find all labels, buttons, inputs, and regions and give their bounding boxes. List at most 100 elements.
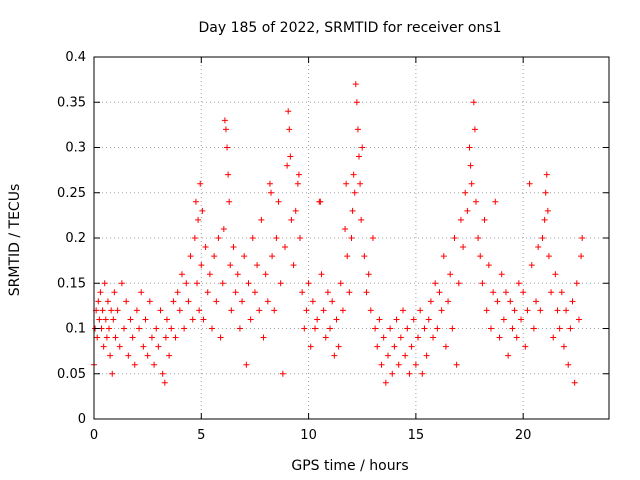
data-point [545, 253, 552, 260]
data-point [275, 198, 282, 205]
data-point [415, 334, 422, 341]
data-point [511, 307, 518, 314]
data-point [118, 280, 125, 287]
data-point [344, 253, 351, 260]
data-point [548, 289, 555, 296]
data-point [155, 343, 162, 350]
data-point [228, 307, 235, 314]
data-point [348, 235, 355, 241]
data-point [380, 334, 387, 341]
data-point [273, 235, 280, 241]
data-point [285, 108, 292, 115]
data-point [194, 280, 200, 287]
data-point [442, 343, 449, 350]
data-point [541, 216, 548, 223]
data-point [127, 316, 134, 323]
data-point [369, 235, 376, 241]
data-point [314, 316, 321, 323]
data-point [102, 316, 109, 323]
grid-lines [94, 57, 609, 419]
data-point [318, 271, 325, 278]
data-point [136, 325, 143, 332]
data-point [354, 126, 361, 133]
data-point [387, 325, 394, 332]
y-tick-label: 0.25 [57, 186, 86, 201]
data-point [251, 289, 258, 296]
data-point [471, 126, 478, 133]
data-point [307, 343, 314, 350]
data-point [297, 235, 303, 241]
data-point [320, 307, 327, 314]
data-point [571, 379, 578, 386]
data-point [417, 307, 424, 314]
data-point [213, 298, 220, 305]
data-point [133, 307, 140, 314]
data-point [131, 361, 138, 368]
data-point [301, 325, 308, 332]
data-point [331, 352, 338, 359]
data-point [220, 225, 227, 232]
x-tick-label: 0 [90, 428, 98, 443]
data-point [567, 325, 574, 332]
data-point [309, 298, 316, 305]
data-point [264, 298, 271, 305]
data-point [395, 361, 402, 368]
data-point [558, 289, 565, 296]
data-point [104, 298, 111, 305]
data-point [312, 325, 319, 332]
data-point [349, 207, 356, 214]
data-point [202, 244, 209, 251]
data-point [176, 307, 183, 314]
y-tick-label: 0.05 [57, 367, 86, 382]
data-point [438, 307, 445, 314]
data-point [423, 352, 430, 359]
data-point [427, 298, 434, 305]
data-point [535, 244, 542, 251]
data-point [470, 99, 477, 106]
data-point [181, 325, 188, 332]
data-point [266, 180, 273, 187]
data-point [560, 343, 567, 350]
data-point [579, 235, 586, 241]
data-point [284, 162, 291, 169]
data-point [95, 298, 102, 305]
data-point [198, 262, 205, 269]
data-point [494, 298, 501, 305]
data-point [123, 298, 130, 305]
data-point [215, 235, 222, 241]
data-point [569, 298, 576, 305]
data-point [260, 334, 267, 341]
y-tick-label: 0.3 [65, 141, 86, 156]
data-point [487, 325, 494, 332]
data-point [543, 171, 550, 178]
data-point [192, 198, 199, 205]
data-point [324, 289, 331, 296]
data-point [161, 379, 168, 386]
data-point [397, 334, 404, 341]
data-point [503, 289, 509, 296]
data-point [144, 352, 151, 359]
data-point [157, 307, 164, 314]
chart-title: Day 185 of 2022, SRMTID for receiver ons… [198, 20, 501, 36]
data-point [327, 325, 334, 332]
y-tick-label: 0.35 [57, 95, 86, 110]
data-point [114, 307, 121, 314]
data-point [224, 144, 231, 151]
data-point [515, 280, 522, 287]
data-point [151, 361, 158, 368]
data-point [498, 271, 505, 278]
data-point [505, 352, 512, 359]
data-point [358, 216, 365, 223]
data-point [468, 180, 475, 187]
data-point [530, 325, 537, 332]
data-point [466, 144, 473, 151]
y-axis-label: SRMTID / TECUs [7, 184, 23, 297]
data-point [172, 334, 179, 341]
data-point [269, 253, 276, 260]
data-point [112, 334, 119, 341]
data-point [196, 307, 203, 314]
data-point [256, 307, 263, 314]
data-point [430, 334, 437, 341]
data-point [96, 316, 103, 323]
data-point [163, 316, 170, 323]
